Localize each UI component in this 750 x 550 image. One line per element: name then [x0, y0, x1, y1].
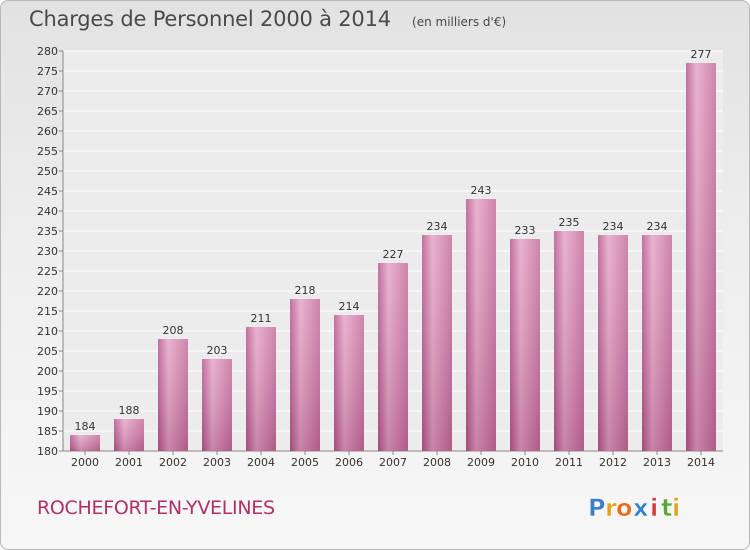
bar-shade [246, 327, 276, 451]
title-row: Charges de Personnel 2000 à 2014 (en mil… [29, 7, 506, 31]
y-tick-label: 195 [37, 385, 58, 398]
data-label: 188 [119, 404, 140, 417]
bar-chart: 180 185 190 195 200 205 210 215 220 225 230 235 240 2… [37, 45, 723, 469]
bar-shade [70, 435, 100, 451]
y-tick-label: 180 [37, 445, 58, 458]
y-tick-label: 280 [37, 45, 58, 58]
x-tick-label: 2002 [159, 456, 187, 469]
y-tick-label: 235 [37, 225, 58, 238]
x-tick-label: 2013 [643, 456, 671, 469]
logo-letter: i [672, 494, 680, 522]
data-label: 234 [427, 220, 448, 233]
y-tick-label: 255 [37, 145, 58, 158]
bar-shade [202, 359, 232, 451]
y-tick-label: 240 [37, 205, 58, 218]
data-label: 233 [515, 224, 536, 237]
x-tick-label: 2005 [291, 456, 319, 469]
y-tick-label: 230 [37, 245, 58, 258]
x-tick-label: 2010 [511, 456, 539, 469]
bar-shade [466, 199, 496, 451]
logo-letter: i [650, 494, 658, 522]
data-label: 214 [339, 300, 360, 313]
data-label: 218 [295, 284, 316, 297]
x-tick-label: 2014 [687, 456, 715, 469]
bar-shade [378, 263, 408, 451]
data-label: 208 [163, 324, 184, 337]
bar-shade [554, 231, 584, 451]
y-tick-label: 210 [37, 325, 58, 338]
data-label: 234 [603, 220, 624, 233]
data-label: 234 [647, 220, 668, 233]
x-tick-label: 2009 [467, 456, 495, 469]
x-tick-label: 2012 [599, 456, 627, 469]
y-tick-label: 250 [37, 165, 58, 178]
logo-letter: x [633, 494, 649, 522]
logo-letter: P [588, 494, 606, 522]
x-tick-label: 2001 [115, 456, 143, 469]
y-tick-label: 190 [37, 405, 58, 418]
bar-shade [114, 419, 144, 451]
x-tick-label: 2007 [379, 456, 407, 469]
bar-shade [598, 235, 628, 451]
x-tick-label: 2006 [335, 456, 363, 469]
bar-shade [510, 239, 540, 451]
y-tick-label: 220 [37, 285, 58, 298]
y-tick-label: 245 [37, 185, 58, 198]
y-tick-label: 275 [37, 65, 58, 78]
y-tick-label: 270 [37, 85, 58, 98]
data-label: 203 [207, 344, 228, 357]
y-tick-label: 215 [37, 305, 58, 318]
data-label: 211 [251, 312, 272, 325]
y-tick-label: 185 [37, 425, 58, 438]
bar-shade [290, 299, 320, 451]
data-label: 243 [471, 184, 492, 197]
bar-shade [642, 235, 672, 451]
y-tick-label: 260 [37, 125, 58, 138]
data-label: 184 [75, 420, 96, 433]
commune-name: ROCHEFORT-EN-YVELINES [37, 497, 275, 519]
chart-subtitle: (en milliers d'€) [412, 15, 507, 29]
x-tick-label: 2003 [203, 456, 231, 469]
bar-shade [422, 235, 452, 451]
data-label: 235 [559, 216, 580, 229]
logo-letter: o [616, 494, 633, 522]
bar-shade [334, 315, 364, 451]
y-tick-label: 265 [37, 105, 58, 118]
bar-shade [158, 339, 188, 451]
y-tick-label: 225 [37, 265, 58, 278]
logo-letter: t [661, 494, 672, 522]
x-tick-label: 2008 [423, 456, 451, 469]
x-tick-label: 2004 [247, 456, 275, 469]
y-tick-label: 200 [37, 365, 58, 378]
x-tick-label: 2000 [71, 456, 99, 469]
bar-shade [686, 63, 716, 451]
chart-title: Charges de Personnel 2000 à 2014 [29, 7, 391, 31]
data-label: 227 [383, 248, 404, 261]
logo-letter: r [605, 494, 617, 522]
y-tick-label: 205 [37, 345, 58, 358]
data-label: 277 [691, 48, 712, 61]
x-tick-label: 2011 [555, 456, 583, 469]
